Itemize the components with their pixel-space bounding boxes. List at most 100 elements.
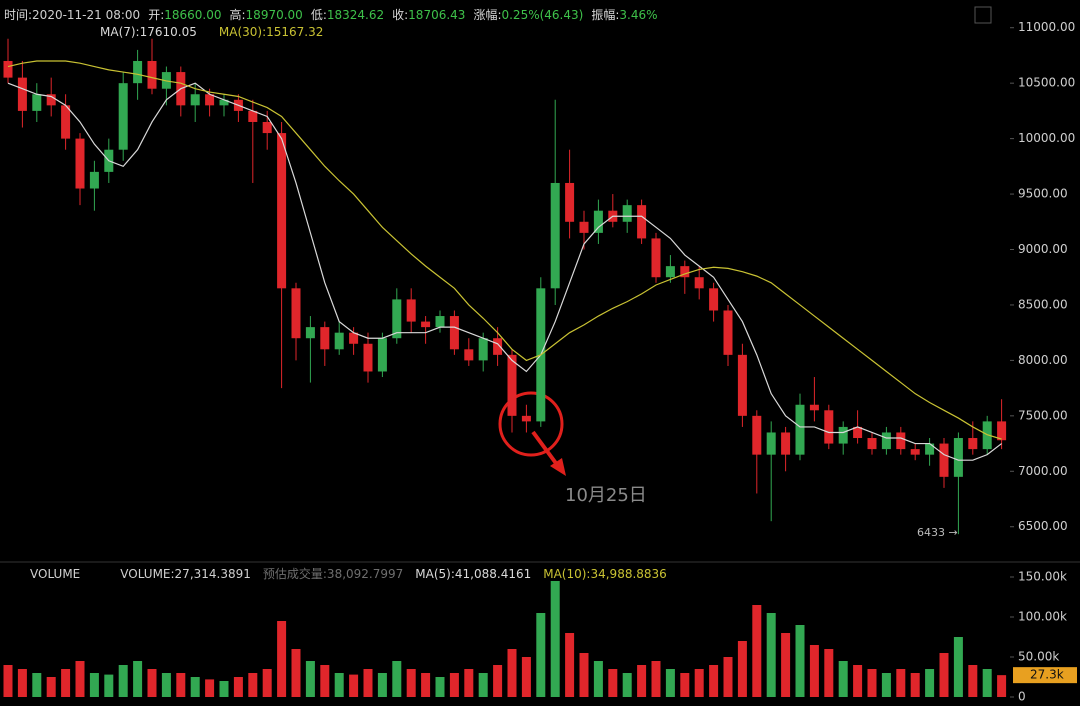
y-tick-label: 7000.00 xyxy=(1018,464,1068,478)
annotation: 10月25日 xyxy=(565,485,647,506)
volume-bar xyxy=(219,681,229,697)
candle-body xyxy=(910,449,920,455)
y-tick-label: 10500.00 xyxy=(1018,76,1075,90)
volume-bar xyxy=(766,613,776,697)
candle-body xyxy=(205,94,215,106)
volume-bar xyxy=(248,673,258,697)
volume-legend: VOLUME VOLUME:27,314.3891 预估成交量:38,092.799… xyxy=(30,565,687,582)
volume-bar xyxy=(406,669,416,697)
y-tick-label: 11000.00 xyxy=(1018,20,1075,34)
candle-body xyxy=(320,327,330,350)
volume-bar xyxy=(737,641,747,697)
candle-body xyxy=(478,338,488,361)
candle-body xyxy=(17,77,27,111)
legend-entry: MA(5):41,088.4161 xyxy=(415,567,532,581)
candle-body xyxy=(737,354,747,416)
candle-body xyxy=(838,426,848,444)
candle-body xyxy=(75,138,85,189)
volume-bar xyxy=(953,637,963,697)
volume-bar xyxy=(608,669,618,697)
candle-body xyxy=(507,354,517,416)
candle-body xyxy=(622,205,632,222)
volume-bar xyxy=(118,665,128,697)
volume-bar xyxy=(637,665,647,697)
candle-body xyxy=(46,94,56,106)
candle-body xyxy=(680,266,690,278)
volume-bar xyxy=(824,649,834,697)
info-value: 18660.00 xyxy=(164,8,222,22)
candle-body xyxy=(593,210,603,233)
y-tick-label: 7500.00 xyxy=(1018,408,1068,422)
candle-body xyxy=(550,182,560,289)
volume-bar xyxy=(320,665,330,697)
volume-bar xyxy=(809,645,819,697)
candle-body xyxy=(363,343,373,372)
volume-bar xyxy=(838,661,848,697)
candle-body xyxy=(377,338,387,372)
candle-body xyxy=(449,316,459,350)
volume-bar xyxy=(305,661,315,697)
candle-body xyxy=(953,438,963,477)
volume-bar xyxy=(565,633,575,697)
candle-body xyxy=(435,316,445,328)
volume-bar xyxy=(161,673,171,697)
candle-body xyxy=(262,121,272,134)
volume-bar xyxy=(997,675,1007,697)
volume-bar xyxy=(421,673,431,697)
candle-body xyxy=(781,432,791,455)
info-value: 0.25%(46.43) xyxy=(501,8,584,22)
legend-entry: MA(10):34,988.8836 xyxy=(543,567,667,581)
volume-bar xyxy=(392,661,402,697)
arrow-shaft xyxy=(531,430,560,468)
candle-body xyxy=(752,415,762,455)
volume-bar xyxy=(968,665,978,697)
arrow-head xyxy=(550,458,566,476)
volume-bar xyxy=(334,673,344,697)
candle-body xyxy=(853,426,863,439)
candle-body xyxy=(723,310,733,355)
candle-body xyxy=(997,421,1007,441)
ma-line xyxy=(7,60,1002,440)
volume-bar xyxy=(464,669,474,697)
candle-body xyxy=(32,94,42,111)
plot xyxy=(3,38,1007,697)
y-tick-label: 50.00k xyxy=(1018,650,1059,664)
volume-bar xyxy=(925,669,935,697)
volume-title: VOLUME xyxy=(30,567,81,581)
volume-bar xyxy=(3,665,13,697)
volume-bar xyxy=(377,673,387,697)
candle-body xyxy=(766,432,776,455)
info-value: 18970.00 xyxy=(245,8,303,22)
volume-bar xyxy=(363,669,373,697)
volume-bar xyxy=(665,669,675,697)
candle-body xyxy=(709,288,719,311)
volume-bar xyxy=(752,605,762,697)
settings-icon[interactable] xyxy=(974,6,992,24)
y-tick-label: 8000.00 xyxy=(1018,353,1068,367)
last-value-tag xyxy=(1013,667,1077,684)
highlight-circle xyxy=(498,391,564,457)
volume-bar xyxy=(32,673,42,697)
info-label: 高: xyxy=(229,8,246,22)
candle-body xyxy=(896,432,906,450)
volume-bar xyxy=(867,669,877,697)
volume-bar xyxy=(896,669,906,697)
info-value: 18706.43 xyxy=(408,8,466,22)
volume-bar xyxy=(651,661,661,697)
candle-body xyxy=(219,99,229,106)
volume-bar xyxy=(176,673,186,697)
candle-body xyxy=(493,338,503,355)
volume-bar xyxy=(910,673,920,697)
candle-body xyxy=(795,404,805,455)
volume-bar xyxy=(75,661,85,697)
info-label: 低: xyxy=(310,8,327,22)
volume-bar xyxy=(61,669,71,697)
candle-body xyxy=(61,105,71,139)
volume-bar xyxy=(46,677,56,697)
volume-bar xyxy=(17,669,27,697)
volume-bar xyxy=(579,653,589,697)
volume-bar xyxy=(781,633,791,697)
candle-body xyxy=(579,221,589,233)
info-label: 时间: xyxy=(4,8,33,22)
